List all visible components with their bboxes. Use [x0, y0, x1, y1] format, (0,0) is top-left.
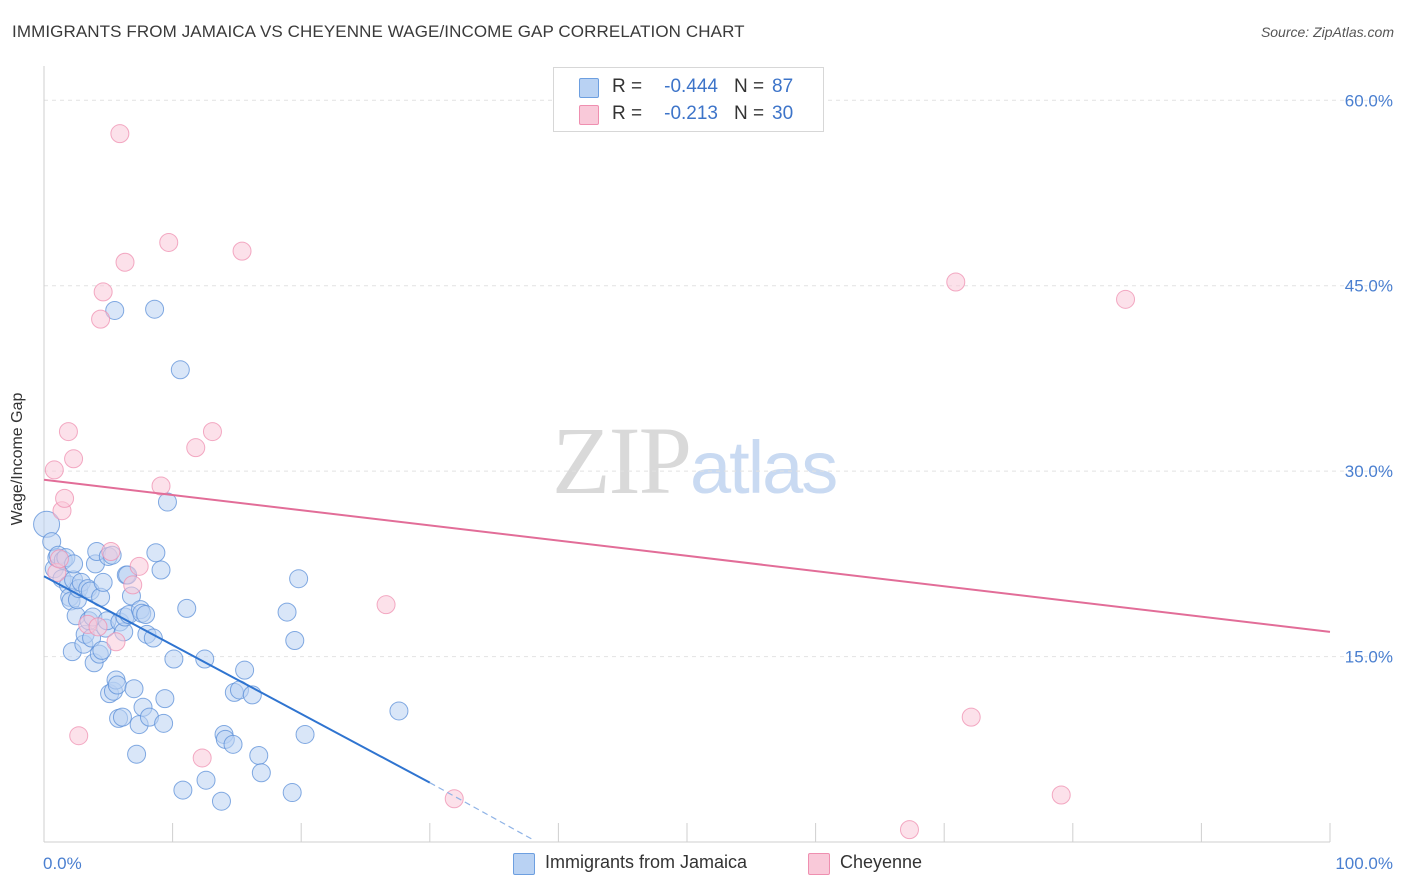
- cheyenne-point: [106, 632, 126, 652]
- jamaica-point: [151, 560, 171, 580]
- y-tick-label: 45.0%: [1345, 277, 1393, 296]
- cheyenne-point: [961, 707, 981, 727]
- legend-swatch-jamaica: [579, 78, 599, 98]
- cheyenne-point: [44, 460, 64, 480]
- jamaica-point: [154, 713, 174, 733]
- jamaica-point: [127, 744, 147, 764]
- cheyenne-point: [110, 124, 130, 144]
- cheyenne-point: [1051, 785, 1071, 805]
- jamaica-point: [145, 299, 165, 319]
- jamaica-point: [170, 360, 190, 380]
- cheyenne-point: [49, 549, 69, 569]
- cheyenne-point: [899, 820, 919, 840]
- y-axis-label: Wage/Income Gap: [9, 392, 26, 526]
- cheyenne-point: [129, 556, 149, 576]
- legend-r-label: R =: [612, 76, 643, 97]
- watermark-zip: ZIP: [552, 407, 692, 514]
- jamaica-point: [107, 675, 127, 695]
- jamaica-point: [211, 791, 231, 811]
- trend-line-jamaica-extension: [429, 782, 533, 841]
- bottom-legend-swatch-cheyenne: [808, 853, 830, 875]
- cheyenne-point: [186, 438, 206, 458]
- jamaica-point: [177, 598, 197, 618]
- legend-r-value: -0.444: [664, 76, 718, 97]
- cheyenne-point: [88, 617, 108, 637]
- cheyenne-point: [101, 542, 121, 562]
- jamaica-point: [146, 543, 166, 563]
- jamaica-point: [389, 701, 409, 721]
- trend-line-cheyenne: [43, 478, 1331, 633]
- cheyenne-point: [64, 449, 84, 469]
- watermark-atlas: atlas: [690, 426, 838, 509]
- legend-n-label: N =: [734, 76, 765, 97]
- cheyenne-point: [159, 232, 179, 252]
- cheyenne-point: [58, 422, 78, 442]
- x-tick-label: 0.0%: [43, 854, 82, 873]
- cheyenne-point: [192, 748, 212, 768]
- jamaica-point: [249, 745, 269, 765]
- jamaica-point: [277, 602, 297, 622]
- watermark: ZIPatlas: [552, 405, 838, 516]
- jamaica-point: [112, 707, 132, 727]
- axes: [43, 66, 1331, 843]
- cheyenne-point: [376, 595, 396, 615]
- jamaica-point: [155, 689, 175, 709]
- bottom-legend-swatch-jamaica: [513, 853, 535, 875]
- y-tick-label: 15.0%: [1345, 648, 1393, 667]
- cheyenne-point: [55, 488, 75, 508]
- tick-labels: 15.0% 30.0% 45.0% 60.0% 0.0% 100.0%: [43, 91, 1393, 873]
- cheyenne-point: [123, 575, 143, 595]
- jamaica-point: [196, 770, 216, 790]
- jamaica-point: [251, 763, 271, 783]
- jamaica-point: [92, 640, 112, 660]
- y-tick-label: 60.0%: [1345, 91, 1393, 110]
- data-points: [33, 124, 1136, 840]
- jamaica-point: [235, 660, 255, 680]
- jamaica-point: [164, 649, 184, 669]
- cheyenne-point: [946, 272, 966, 292]
- jamaica-point: [295, 724, 315, 744]
- jamaica-point: [124, 679, 144, 699]
- jamaica-point: [282, 783, 302, 803]
- cheyenne-point: [69, 726, 89, 746]
- jamaica-point: [143, 628, 163, 648]
- cheyenne-point: [93, 282, 113, 302]
- jamaica-point: [289, 569, 309, 589]
- jamaica-point: [223, 734, 243, 754]
- legend-swatch-cheyenne: [579, 105, 599, 125]
- jamaica-point: [105, 300, 125, 320]
- cheyenne-point: [202, 422, 222, 442]
- x-tick-label: 100.0%: [1335, 854, 1393, 873]
- cheyenne-point: [115, 252, 135, 272]
- cheyenne-point: [151, 476, 171, 496]
- cheyenne-point: [232, 241, 252, 261]
- source-label: Source: ZipAtlas.com: [1260, 24, 1394, 40]
- chart-title: IMMIGRANTS FROM JAMAICA VS CHEYENNE WAGE…: [12, 22, 745, 41]
- legend-r-value: -0.213: [664, 103, 718, 124]
- gridlines: [44, 99, 1395, 658]
- trend-line-jamaica: [43, 575, 431, 784]
- trend-lines: [43, 478, 1331, 841]
- jamaica-point: [157, 492, 177, 512]
- jamaica-point: [93, 572, 113, 592]
- jamaica-point: [285, 631, 305, 651]
- jamaica-point: [173, 780, 193, 800]
- stats-legend: R = -0.444 N = 87 R = -0.213 N = 30: [553, 67, 824, 132]
- y-tick-label: 30.0%: [1345, 462, 1393, 481]
- legend-r-label: R =: [612, 103, 643, 124]
- legend-n-value: 87: [772, 76, 794, 97]
- legend-n-label: N =: [734, 103, 765, 124]
- cheyenne-point: [1116, 289, 1136, 309]
- bottom-legend-label-jamaica: Immigrants from Jamaica: [545, 852, 748, 872]
- jamaica-point: [136, 605, 156, 625]
- legend-n-value: 30: [772, 103, 794, 124]
- cheyenne-point: [91, 309, 111, 329]
- bottom-legend-label-cheyenne: Cheyenne: [840, 852, 923, 872]
